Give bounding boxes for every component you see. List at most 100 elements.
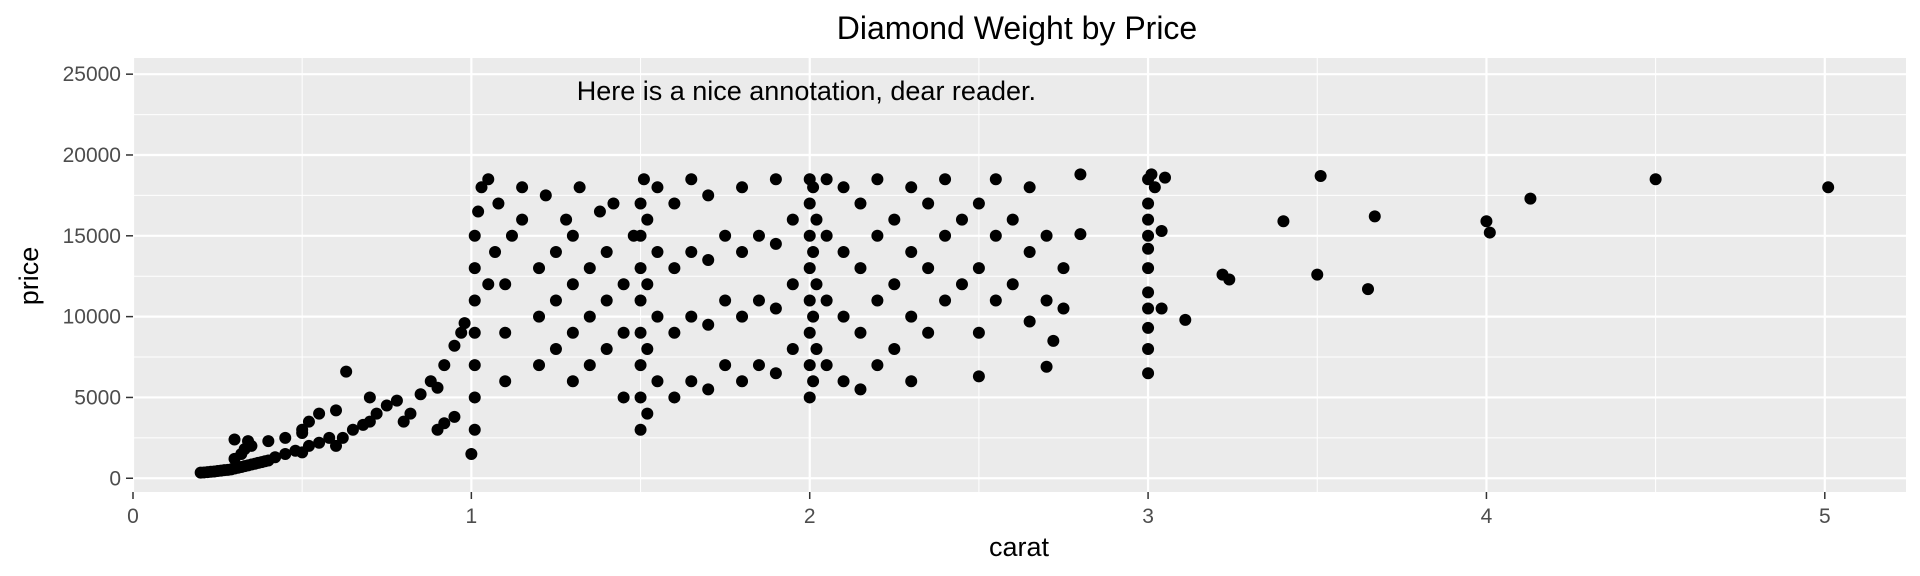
data-point [296, 423, 309, 436]
data-point [719, 359, 732, 372]
data-point [634, 197, 647, 210]
data-point [617, 391, 630, 404]
chart-title: Diamond Weight by Price [837, 10, 1197, 46]
data-point [736, 310, 749, 323]
data-point [1155, 302, 1168, 315]
data-point [641, 213, 654, 226]
data-point [807, 310, 820, 323]
data-point [505, 229, 518, 242]
data-point [1040, 294, 1053, 307]
plot-panel [133, 58, 1906, 492]
data-point [583, 310, 596, 323]
data-point [489, 245, 502, 258]
data-point [837, 181, 850, 194]
data-point [769, 237, 782, 250]
data-point [702, 383, 715, 396]
data-point [769, 173, 782, 186]
grid-lines [131, 58, 1906, 492]
data-point [380, 399, 393, 412]
data-point [685, 173, 698, 186]
data-point [404, 407, 417, 420]
data-point [617, 278, 630, 291]
data-point [810, 213, 823, 226]
data-point [1142, 367, 1155, 380]
data-point [972, 197, 985, 210]
data-point [651, 181, 664, 194]
data-point [279, 448, 292, 461]
data-point [302, 415, 315, 428]
data-point [1223, 273, 1236, 286]
data-point [807, 245, 820, 258]
data-point [1649, 173, 1662, 186]
data-point [820, 173, 833, 186]
data-point [499, 326, 512, 339]
data-point [279, 431, 292, 444]
data-point [989, 294, 1002, 307]
data-point [330, 404, 343, 417]
data-point [346, 423, 359, 436]
data-point [634, 423, 647, 436]
data-point [1142, 342, 1155, 355]
data-point [807, 181, 820, 194]
data-point [1179, 313, 1192, 326]
data-point [330, 439, 343, 452]
data-point [641, 342, 654, 355]
data-point [736, 181, 749, 194]
x-tick-label: 5 [1819, 505, 1831, 528]
data-point [752, 229, 765, 242]
data-point [340, 365, 353, 378]
data-point [1142, 242, 1155, 255]
data-point [583, 359, 596, 372]
data-point [634, 359, 647, 372]
data-point [414, 388, 427, 401]
data-point [668, 262, 681, 275]
data-point [269, 451, 282, 464]
data-point [837, 310, 850, 323]
data-point [820, 359, 833, 372]
data-point [533, 310, 546, 323]
data-point [1006, 278, 1019, 291]
data-point [448, 410, 461, 423]
data-point [1368, 210, 1381, 223]
data-point [786, 278, 799, 291]
data-point [1142, 321, 1155, 334]
data-point [922, 326, 935, 339]
data-point [752, 359, 765, 372]
data-point [313, 436, 326, 449]
data-point [888, 278, 901, 291]
data-point [539, 189, 552, 202]
data-point [888, 213, 901, 226]
data-point [972, 262, 985, 275]
data-point [593, 205, 606, 218]
data-point [566, 375, 579, 388]
data-point [1074, 228, 1087, 241]
x-tick-label: 2 [804, 505, 816, 528]
data-point [1142, 213, 1155, 226]
data-point [1362, 283, 1375, 296]
data-point [533, 359, 546, 372]
data-point [786, 342, 799, 355]
data-point [313, 407, 326, 420]
data-point [228, 433, 241, 446]
data-point [837, 245, 850, 258]
data-point [336, 431, 349, 444]
data-point [1023, 245, 1036, 258]
data-point [803, 262, 816, 275]
data-point [533, 262, 546, 275]
data-point [1158, 171, 1171, 184]
data-point [668, 326, 681, 339]
data-point [475, 181, 488, 194]
data-point [465, 448, 478, 461]
data-point [1480, 215, 1493, 228]
data-point [871, 294, 884, 307]
data-point [634, 229, 647, 242]
data-point [549, 245, 562, 258]
data-point [989, 229, 1002, 242]
data-point [803, 359, 816, 372]
data-point [573, 181, 586, 194]
data-point [516, 213, 529, 226]
data-point [566, 278, 579, 291]
data-point [972, 326, 985, 339]
data-point [242, 435, 255, 448]
